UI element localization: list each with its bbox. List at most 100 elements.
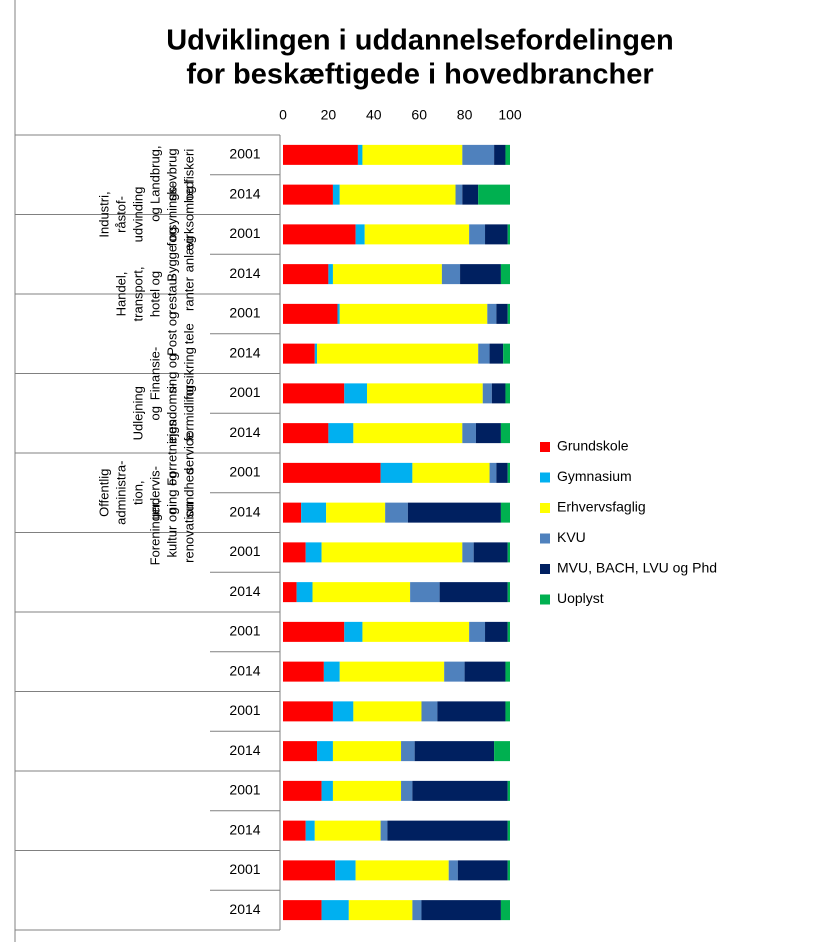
bar-segment bbox=[500, 264, 510, 285]
year-label: 2001 bbox=[229, 702, 260, 718]
bar-segment bbox=[507, 462, 510, 483]
bar-segment bbox=[439, 582, 508, 603]
x-tick-label: 80 bbox=[457, 107, 473, 123]
bar-segment bbox=[332, 741, 402, 762]
bar-segment bbox=[344, 383, 367, 404]
bar-segment bbox=[283, 582, 297, 603]
group-label: sundhed bbox=[181, 468, 196, 518]
bar-segment bbox=[507, 582, 510, 603]
year-label: 2014 bbox=[229, 662, 260, 678]
bar-segment bbox=[487, 303, 497, 324]
bar-segment bbox=[283, 264, 329, 285]
legend-swatch bbox=[540, 533, 550, 544]
group-label: ring og bbox=[164, 354, 179, 394]
bar-segment bbox=[491, 383, 506, 404]
group-label: Foreninger, bbox=[147, 500, 162, 566]
bar-segment bbox=[355, 860, 449, 881]
group-label: forsikring bbox=[181, 347, 196, 400]
year-label: 2014 bbox=[229, 265, 260, 281]
bar-segment bbox=[489, 462, 497, 483]
bar-segment bbox=[462, 423, 476, 444]
group-label: og bbox=[147, 207, 162, 221]
group-label: råstof- bbox=[113, 196, 128, 233]
bar-segment bbox=[317, 741, 333, 762]
legend-swatch bbox=[540, 472, 550, 483]
bar-segment bbox=[364, 224, 470, 245]
year-label: 2001 bbox=[229, 861, 260, 877]
bar-segment bbox=[283, 820, 306, 841]
group-label: skovbrug bbox=[164, 148, 179, 201]
bar-segment bbox=[500, 900, 510, 921]
bar-segment bbox=[328, 423, 354, 444]
bar-segment bbox=[314, 820, 381, 841]
bar-segment bbox=[283, 423, 329, 444]
bar-segment bbox=[283, 224, 356, 245]
bar-segment bbox=[332, 184, 340, 205]
bar-segment bbox=[305, 542, 322, 563]
bar-segment bbox=[321, 542, 463, 563]
bar-segment bbox=[505, 661, 510, 682]
bar-segment bbox=[507, 542, 510, 563]
bar-segment bbox=[339, 661, 445, 682]
year-label: 2014 bbox=[229, 185, 260, 201]
bar-segment bbox=[507, 820, 510, 841]
bar-segment bbox=[401, 741, 415, 762]
bar-segment bbox=[317, 343, 479, 364]
group-label: og bbox=[147, 406, 162, 420]
legend-swatch bbox=[540, 442, 550, 452]
legend-label: Grundskole bbox=[557, 438, 629, 454]
bar-segment bbox=[312, 582, 411, 603]
bar-segment bbox=[380, 462, 413, 483]
bar-segment bbox=[348, 900, 413, 921]
bar-segment bbox=[462, 542, 474, 563]
group-label: Industri, bbox=[96, 191, 111, 237]
bar-segment bbox=[344, 621, 363, 642]
bar-segment bbox=[321, 780, 333, 801]
bar-segment bbox=[362, 144, 463, 165]
bar-segment bbox=[485, 224, 508, 245]
bar-segment bbox=[328, 264, 333, 285]
bar-segment bbox=[485, 621, 508, 642]
bar-segment bbox=[305, 820, 315, 841]
bar-segment bbox=[283, 502, 302, 523]
bar-segment bbox=[283, 303, 338, 324]
x-tick-label: 20 bbox=[321, 107, 337, 123]
year-label: 2014 bbox=[229, 901, 260, 917]
bar-segment bbox=[401, 780, 413, 801]
group-label: og fiskeri bbox=[181, 149, 196, 201]
group-label: Forretnings bbox=[164, 420, 179, 486]
year-label: 2001 bbox=[229, 543, 260, 559]
year-label: 2014 bbox=[229, 344, 260, 360]
bar-segment bbox=[339, 303, 488, 324]
bar-segment bbox=[507, 224, 510, 245]
bar-segment bbox=[387, 820, 508, 841]
year-label: 2014 bbox=[229, 742, 260, 758]
bar-segment bbox=[444, 661, 465, 682]
group-label: Bygge og bbox=[164, 227, 179, 282]
bar-segment bbox=[478, 184, 510, 205]
group-label: Post og bbox=[164, 312, 179, 356]
x-tick-label: 0 bbox=[279, 107, 287, 123]
bar-segment bbox=[283, 144, 358, 165]
bar-segment bbox=[469, 621, 486, 642]
year-label: 2014 bbox=[229, 821, 260, 837]
bar-segment bbox=[507, 860, 510, 881]
bar-segment bbox=[505, 701, 510, 722]
bar-segment bbox=[421, 900, 501, 921]
bar-segment bbox=[385, 502, 408, 523]
bar-segment bbox=[437, 701, 506, 722]
group-label: Offentlig bbox=[96, 469, 111, 517]
bar-segment bbox=[362, 621, 470, 642]
bar-segment bbox=[283, 860, 336, 881]
bar-segment bbox=[457, 860, 508, 881]
bar-segment bbox=[407, 502, 501, 523]
bar-segment bbox=[500, 502, 510, 523]
bar-segment bbox=[500, 423, 510, 444]
year-label: 2001 bbox=[229, 384, 260, 400]
group-label: Landbrug, bbox=[147, 145, 162, 204]
chart-title: Udviklingen i uddannelsefordelingen bbox=[166, 25, 674, 57]
bar-segment bbox=[448, 860, 458, 881]
group-label: tele bbox=[181, 323, 196, 344]
bar-segment bbox=[283, 621, 345, 642]
